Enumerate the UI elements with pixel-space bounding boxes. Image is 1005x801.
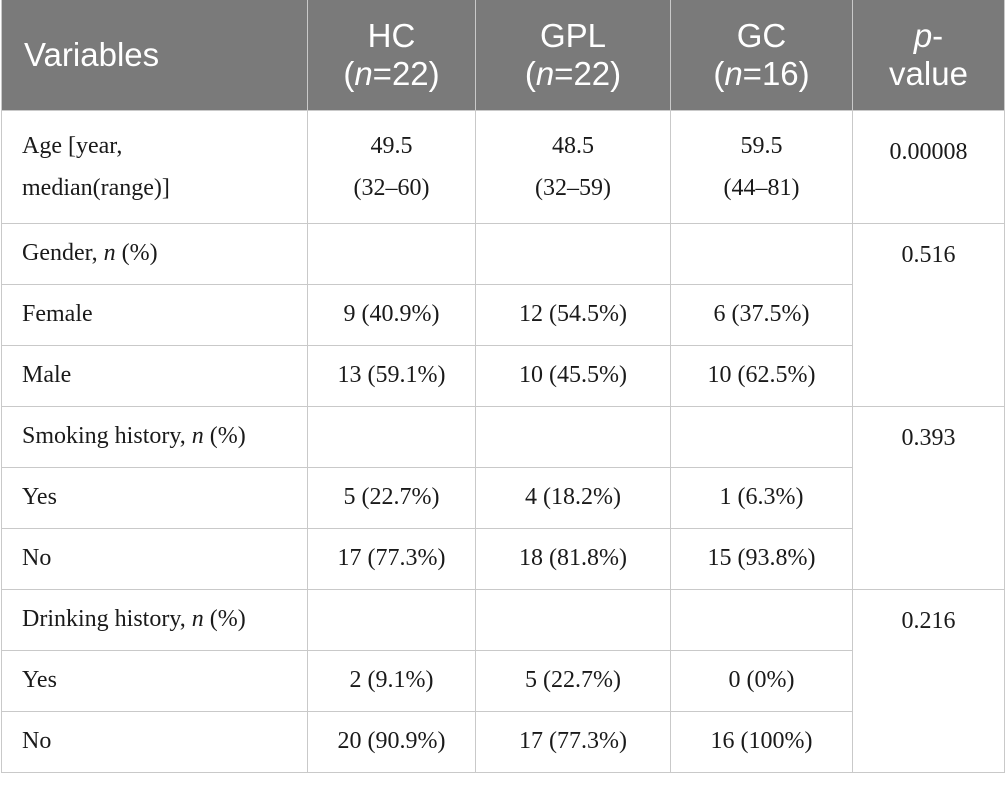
smoking-label: Smoking history, n (%) (1, 405, 308, 468)
empty-cell (307, 588, 476, 651)
smoking-header-row: Smoking history, n (%) 0.393 (1, 405, 1005, 590)
gc-value: 16 (100%) (670, 710, 853, 773)
empty-cell (670, 222, 853, 285)
characteristics-table: Variables HC (n=22) GPL (n=22) GC (n=16)… (1, 0, 1005, 773)
row-label: Female (1, 283, 308, 346)
row-label: Male (1, 344, 308, 407)
gender-male-row: Male 13 (59.1%) 10 (45.5%) 10 (62.5%) (1, 344, 1005, 407)
gender-header-row: Gender, n (%) 0.516 (1, 222, 1005, 407)
hc-value: 9 (40.9%) (307, 283, 476, 346)
gpl-value: 4 (18.2%) (475, 466, 671, 529)
drinking-p-value: 0.216 (852, 588, 1005, 773)
hc-value: 5 (22.7%) (307, 466, 476, 529)
empty-cell (670, 588, 853, 651)
gc-value: 10 (62.5%) (670, 344, 853, 407)
age-row: Age [year, median(range)] 49.5 (32–60) 4… (1, 109, 1005, 224)
empty-cell (475, 222, 671, 285)
age-gpl: 48.5 (32–59) (475, 109, 671, 224)
header-gc: GC (n=16) (670, 0, 853, 111)
header-row: Variables HC (n=22) GPL (n=22) GC (n=16)… (1, 0, 1005, 111)
empty-cell (307, 222, 476, 285)
row-label: Yes (1, 466, 308, 529)
age-hc: 49.5 (32–60) (307, 109, 476, 224)
gpl-value: 5 (22.7%) (475, 649, 671, 712)
empty-cell (670, 405, 853, 468)
gender-label: Gender, n (%) (1, 222, 308, 285)
drinking-no-row: No 20 (90.9%) 17 (77.3%) 16 (100%) (1, 710, 1005, 773)
drinking-label: Drinking history, n (%) (1, 588, 308, 651)
hc-value: 20 (90.9%) (307, 710, 476, 773)
gpl-value: 12 (54.5%) (475, 283, 671, 346)
smoking-yes-row: Yes 5 (22.7%) 4 (18.2%) 1 (6.3%) (1, 466, 1005, 529)
hc-value: 17 (77.3%) (307, 527, 476, 590)
empty-cell (307, 405, 476, 468)
gpl-value: 17 (77.3%) (475, 710, 671, 773)
hc-value: 13 (59.1%) (307, 344, 476, 407)
header-p-value: p- value (852, 0, 1005, 111)
row-label: No (1, 710, 308, 773)
smoking-no-row: No 17 (77.3%) 18 (81.8%) 15 (93.8%) (1, 527, 1005, 590)
gc-value: 6 (37.5%) (670, 283, 853, 346)
header-gpl: GPL (n=22) (475, 0, 671, 111)
header-variables: Variables (1, 0, 308, 111)
drinking-yes-row: Yes 2 (9.1%) 5 (22.7%) 0 (0%) (1, 649, 1005, 712)
gc-value: 0 (0%) (670, 649, 853, 712)
smoking-p-value: 0.393 (852, 405, 1005, 590)
age-gc: 59.5 (44–81) (670, 109, 853, 224)
hc-value: 2 (9.1%) (307, 649, 476, 712)
age-label: Age [year, median(range)] (1, 109, 308, 224)
header-hc: HC (n=22) (307, 0, 476, 111)
age-p-value: 0.00008 (852, 109, 1005, 224)
gender-p-value: 0.516 (852, 222, 1005, 407)
empty-cell (475, 405, 671, 468)
empty-cell (475, 588, 671, 651)
gpl-value: 10 (45.5%) (475, 344, 671, 407)
gpl-value: 18 (81.8%) (475, 527, 671, 590)
row-label: Yes (1, 649, 308, 712)
gc-value: 15 (93.8%) (670, 527, 853, 590)
drinking-header-row: Drinking history, n (%) 0.216 (1, 588, 1005, 773)
gc-value: 1 (6.3%) (670, 466, 853, 529)
row-label: No (1, 527, 308, 590)
